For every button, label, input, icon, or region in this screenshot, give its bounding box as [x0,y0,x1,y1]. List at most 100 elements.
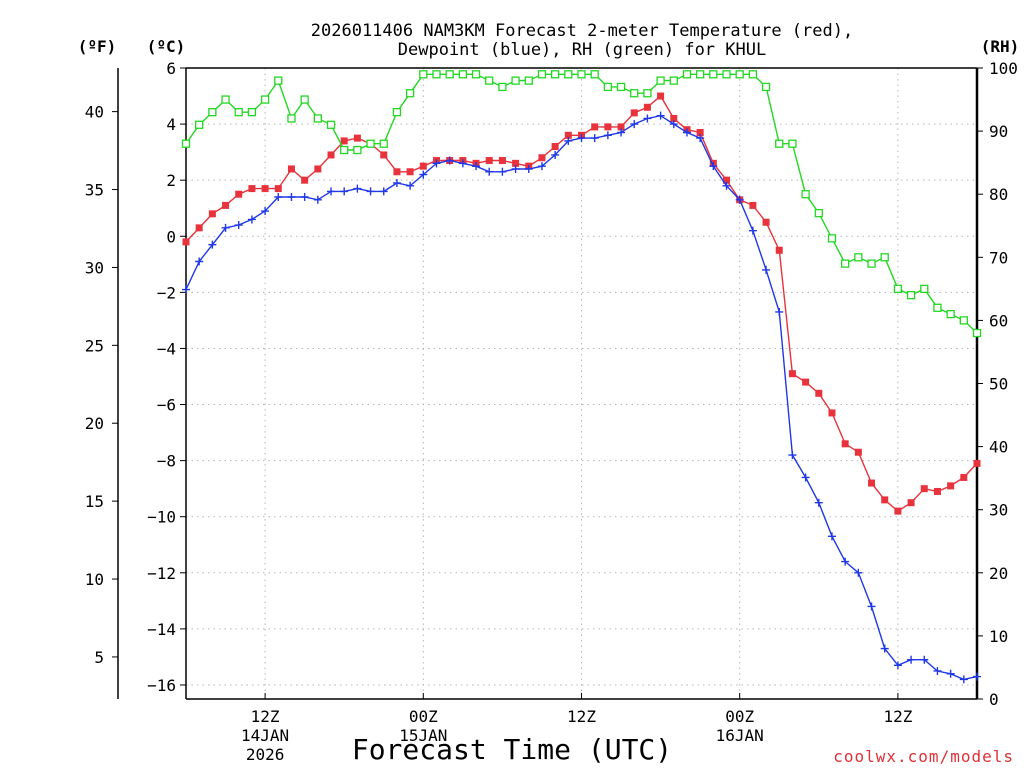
temperature-point [828,409,836,417]
fahrenheit-tick-label: 35 [85,181,104,200]
temperature-point [775,246,783,254]
relative-humidity-point [722,70,731,79]
temperature-point [617,123,625,131]
dewpoint-point [313,195,322,204]
dewpoint-point [234,221,243,230]
dewpoint-point [617,128,626,137]
celsius-tick-label: −10 [147,508,176,527]
relative-humidity-point [221,95,230,104]
relative-humidity-point [379,139,388,148]
relative-humidity-point [366,139,375,148]
temperature-point [749,201,757,209]
temperature-point [907,499,915,507]
x-tick-label: 12Z [883,707,912,726]
fahrenheit-axis-unit: (ºF) [78,37,117,56]
temperature-point [208,210,216,218]
fahrenheit-tick-label: 40 [85,103,104,122]
relative-humidity-point [761,82,771,92]
dewpoint-point [511,164,520,173]
celsius-tick-label: 0 [166,227,176,246]
dewpoint-point [669,120,678,129]
temperature-point [696,129,704,137]
temperature-point [762,218,770,226]
relative-humidity-point [880,253,889,262]
dewpoint-point [973,672,981,681]
temperature-point [894,507,902,515]
fahrenheit-tick-label: 20 [85,414,104,433]
relative-humidity-point [471,70,481,79]
celsius-tick-label: 2 [166,171,176,190]
dewpoint-point [564,136,573,145]
relative-humidity-point [959,316,968,325]
dewpoint-point [221,223,230,232]
x-tick-date-label: 16JAN [716,726,764,745]
dewpoint-point [682,128,691,137]
temperature-point [564,131,572,139]
dewpoint-point [327,187,336,196]
temperature-point [327,151,335,159]
celsius-tick-label: −6 [157,396,176,415]
dewpoint-point [735,195,744,204]
temperature-point [222,201,230,209]
rh-tick-label: 0 [989,690,999,709]
gridlines [186,67,977,699]
dewpoint-point [920,655,929,664]
temperature-point [419,162,427,170]
dewpoint-point [274,193,283,202]
dewpoint-point [379,187,388,196]
relative-humidity-point [946,309,955,319]
temperature-point [815,389,823,397]
celsius-tick-label: −8 [157,452,176,471]
dewpoint-point [247,215,256,224]
relative-humidity-point [920,284,929,294]
relative-humidity-point [511,76,520,85]
rh-tick-label: 20 [989,564,1008,583]
x-tick-date-label: 14JAN [241,726,289,745]
chart-title-line2: Dewpoint (blue), RH (green) for KHUL [398,40,766,60]
relative-humidity-point [326,120,336,129]
relative-humidity-point [748,70,758,79]
temperature-point [340,137,348,145]
temperature-point [235,190,243,198]
fahrenheit-tick-label: 30 [85,258,104,277]
temperature-point [854,448,862,456]
axes [112,67,983,700]
dewpoint-point [814,498,823,507]
temperature-point [868,479,876,487]
temperature-point [248,185,256,193]
x-tick-label: 00Z [409,707,438,726]
dewpoint-point [643,114,652,123]
relative-humidity-point [498,82,507,92]
relative-humidity-point [630,89,639,98]
relative-humidity-point [458,70,468,79]
celsius-tick-label: −2 [157,283,176,302]
celsius-tick-label: −4 [157,339,176,358]
rh-tick-label: 30 [989,501,1008,520]
temperature-point [551,143,559,151]
relative-humidity-point [827,234,837,243]
dewpoint-point [775,307,784,316]
relative-humidity-point [274,76,283,85]
dewpoint-point [524,164,533,173]
relative-humidity-point [300,95,309,104]
dewpoint-point [696,134,705,143]
dewpoint-point [748,226,757,235]
fahrenheit-tick-label: 10 [85,570,104,589]
dewpoint-point [485,167,494,176]
x-axis-label: Forecast Time (UTC) [352,733,672,766]
relative-humidity-point [643,89,652,98]
temperature-point [604,123,612,131]
temperature-point [841,440,849,448]
relative-humidity-point [933,303,942,312]
rh-tick-label: 40 [989,438,1008,457]
temperature-point [406,168,414,176]
dewpoint-point [498,167,507,176]
dewpoint-point [867,602,876,611]
dewpoint-point [406,181,415,190]
chart-title-line1: 2026011406 NAM3KM Forecast 2-meter Tempe… [311,21,853,41]
temperature-point [274,185,282,193]
dewpoint-point [630,120,639,129]
relative-humidity-point [616,82,626,92]
temperature-point [591,123,599,131]
rh-tick-label: 70 [989,248,1008,267]
